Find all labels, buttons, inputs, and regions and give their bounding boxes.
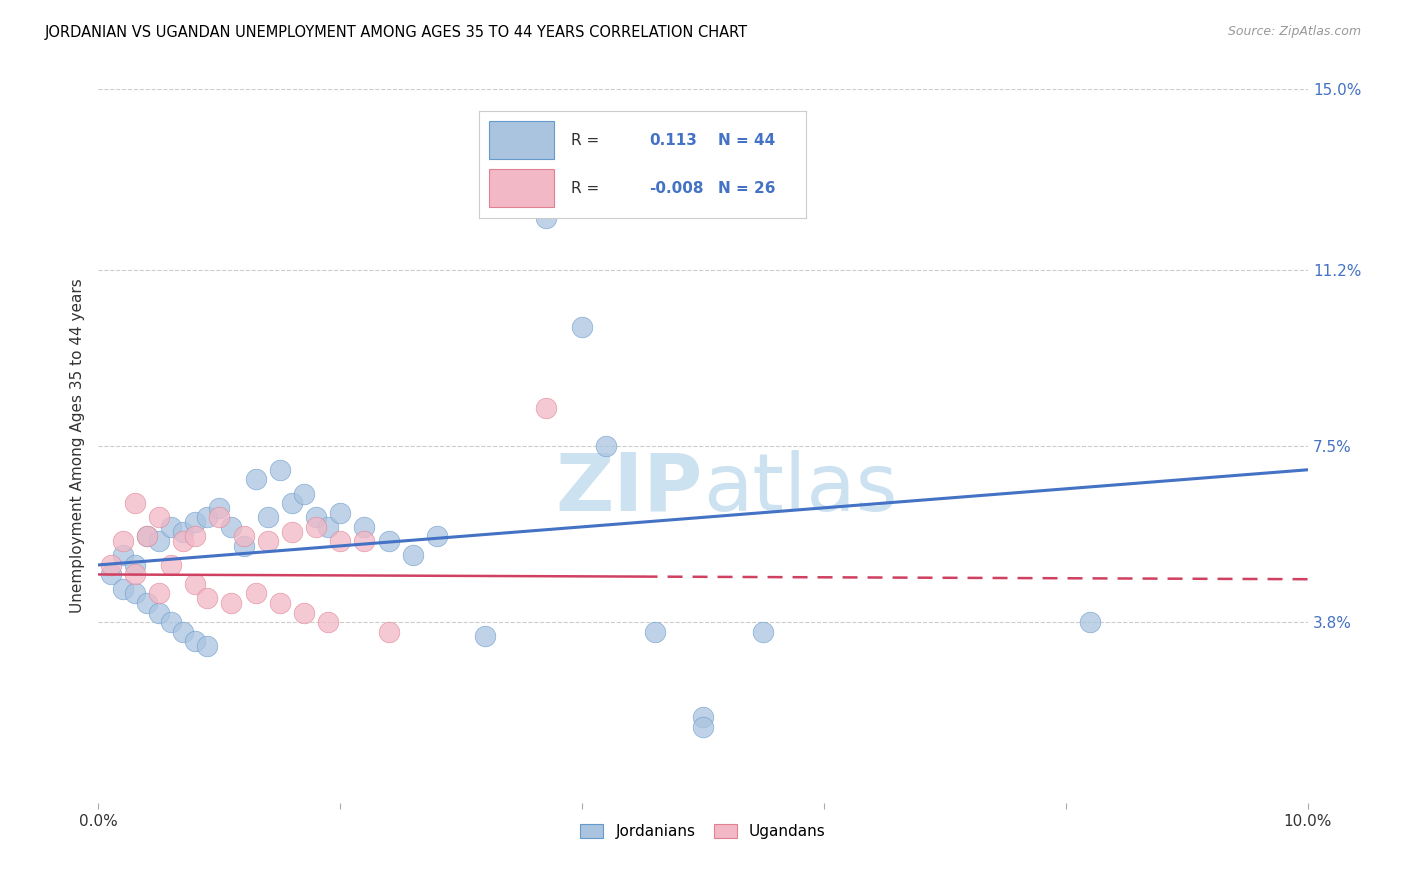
Point [510, 186, 533, 201]
Point [547, 182, 569, 196]
Point [160, 615, 183, 629]
Point [111, 549, 134, 563]
Point [292, 486, 315, 500]
Point [135, 596, 157, 610]
Point [160, 558, 183, 572]
Point [135, 529, 157, 543]
Point [221, 520, 243, 534]
Point [160, 520, 183, 534]
Point [305, 510, 328, 524]
Point [402, 549, 425, 563]
Point [377, 624, 399, 639]
Point [269, 463, 291, 477]
Point [184, 515, 207, 529]
Point [148, 586, 170, 600]
Point [111, 534, 134, 549]
Point [692, 710, 714, 724]
Point [571, 320, 593, 334]
Point [644, 624, 666, 639]
Point [148, 510, 170, 524]
Text: Source: ZipAtlas.com: Source: ZipAtlas.com [1227, 25, 1361, 38]
Point [232, 529, 254, 543]
Point [208, 500, 231, 515]
Point [148, 534, 170, 549]
Point [172, 534, 194, 549]
Point [281, 496, 304, 510]
Point [100, 558, 122, 572]
Text: JORDANIAN VS UGANDAN UNEMPLOYMENT AMONG AGES 35 TO 44 YEARS CORRELATION CHART: JORDANIAN VS UGANDAN UNEMPLOYMENT AMONG … [45, 25, 748, 40]
Legend: Jordanians, Ugandans: Jordanians, Ugandans [574, 818, 832, 845]
Point [316, 520, 339, 534]
Point [124, 558, 146, 572]
Point [184, 577, 207, 591]
Point [195, 591, 218, 606]
Text: ZIP: ZIP [555, 450, 703, 528]
Point [184, 634, 207, 648]
Point [329, 534, 352, 549]
Point [135, 529, 157, 543]
Point [316, 615, 339, 629]
Y-axis label: Unemployment Among Ages 35 to 44 years: Unemployment Among Ages 35 to 44 years [70, 278, 86, 614]
Text: atlas: atlas [703, 450, 897, 528]
Point [292, 606, 315, 620]
Point [426, 529, 449, 543]
Point [281, 524, 304, 539]
Point [221, 596, 243, 610]
Point [100, 567, 122, 582]
Point [269, 596, 291, 610]
Point [232, 539, 254, 553]
Point [1078, 615, 1101, 629]
Point [305, 520, 328, 534]
Point [595, 439, 617, 453]
Point [353, 520, 375, 534]
Point [148, 606, 170, 620]
Point [353, 534, 375, 549]
Point [534, 401, 557, 415]
Point [124, 496, 146, 510]
Point [256, 534, 278, 549]
Point [124, 586, 146, 600]
Point [523, 196, 546, 211]
Point [752, 624, 775, 639]
Point [329, 506, 352, 520]
Point [208, 510, 231, 524]
Point [377, 534, 399, 549]
Point [124, 567, 146, 582]
Point [172, 524, 194, 539]
Point [195, 510, 218, 524]
Point [474, 629, 496, 643]
Point [692, 720, 714, 734]
Point [195, 639, 218, 653]
Point [534, 211, 557, 225]
Point [184, 529, 207, 543]
Point [111, 582, 134, 596]
Point [245, 586, 267, 600]
Point [245, 472, 267, 486]
Point [256, 510, 278, 524]
Point [172, 624, 194, 639]
